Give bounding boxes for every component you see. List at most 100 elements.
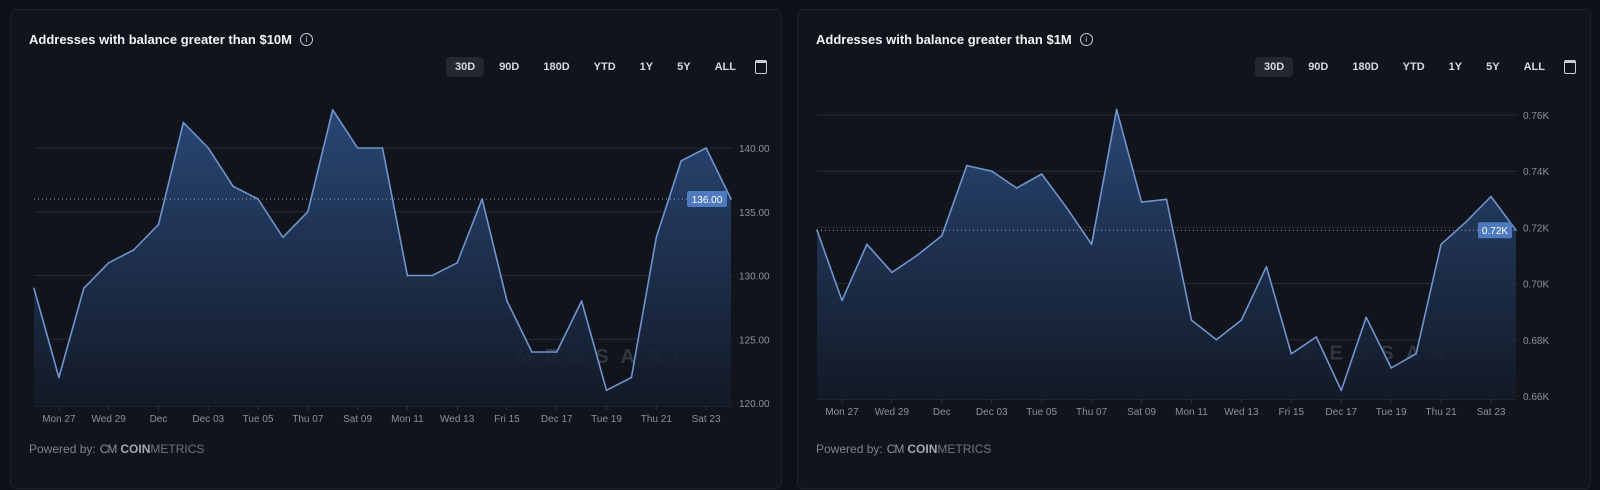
data-point bbox=[1015, 187, 1018, 189]
range-button-90d[interactable]: 90D bbox=[499, 61, 520, 73]
last-value-badge bbox=[687, 191, 727, 207]
chart-card-10m: Addresses with balance greater than $10M… bbox=[10, 9, 782, 489]
range-button-5y[interactable]: 5Y bbox=[677, 61, 691, 73]
x-tick-label: Fri 15 bbox=[494, 414, 520, 425]
calendar-icon[interactable] bbox=[755, 60, 767, 74]
coinmetrics-logo-icon: CM bbox=[886, 442, 905, 456]
x-tick-label: Sat 23 bbox=[1477, 407, 1506, 418]
y-tick-label: 135.00 bbox=[739, 208, 770, 219]
range-button-90d[interactable]: 90D bbox=[1308, 61, 1329, 73]
data-point bbox=[1140, 201, 1143, 203]
data-point bbox=[406, 274, 409, 277]
data-point bbox=[1115, 108, 1118, 111]
data-point bbox=[1240, 319, 1243, 321]
range-button-30d[interactable]: 30D bbox=[1255, 57, 1294, 77]
data-point bbox=[531, 351, 533, 353]
y-tick-label: 130.00 bbox=[739, 272, 770, 283]
chart-title: Addresses with balance greater than $1M … bbox=[816, 32, 1093, 47]
x-tick-label: Mon 27 bbox=[825, 407, 859, 418]
y-tick-label: 0.68K bbox=[1523, 336, 1549, 347]
area-chart: 0.66K 0.68K 0.70K 0.72K 0.74K 0.76K Mon 27 Wed … bbox=[816, 108, 1549, 418]
range-selector: 30D 90D 180D YTD 1Y 5Y ALL bbox=[1255, 57, 1576, 77]
range-button-all[interactable]: ALL bbox=[1523, 61, 1545, 73]
y-tick-label: 0.66K bbox=[1523, 392, 1549, 403]
data-point bbox=[1265, 265, 1268, 268]
data-point bbox=[381, 147, 384, 149]
range-button-ytd[interactable]: YTD bbox=[1402, 61, 1425, 73]
y-tick-label: 0.70K bbox=[1523, 280, 1549, 291]
data-point bbox=[282, 236, 284, 239]
x-tick-label: Thu 21 bbox=[641, 414, 673, 425]
range-button-180d[interactable]: 180D bbox=[1352, 61, 1379, 73]
y-tick-label: 125.00 bbox=[739, 335, 770, 346]
coinmetrics-logo-icon: CM bbox=[99, 442, 118, 456]
data-point bbox=[1190, 319, 1193, 321]
data-point bbox=[307, 210, 309, 213]
y-tick-label: 140.00 bbox=[739, 144, 770, 155]
data-point bbox=[1290, 353, 1293, 355]
data-point bbox=[506, 300, 508, 302]
area-chart: 120.00 125.00 130.00 135.00 140.00 Mon 27 Wed … bbox=[33, 108, 770, 425]
chart-title: Addresses with balance greater than $10M… bbox=[29, 32, 313, 47]
powered-by-label: Powered by: bbox=[816, 442, 883, 456]
data-point bbox=[655, 236, 658, 239]
range-button-1y[interactable]: 1Y bbox=[1448, 61, 1463, 73]
powered-by: Powered by: CM COINMETRICS bbox=[29, 442, 204, 456]
x-tick-label: Dec 03 bbox=[976, 407, 1008, 418]
range-button-30d[interactable]: 30D bbox=[446, 57, 485, 77]
data-point bbox=[555, 351, 558, 353]
data-point bbox=[1515, 229, 1517, 232]
data-point bbox=[107, 261, 110, 264]
data-point bbox=[630, 376, 633, 379]
x-tick-label: Mon 11 bbox=[1175, 407, 1208, 418]
range-button-1y[interactable]: 1Y bbox=[639, 61, 654, 73]
x-tick-label: Tue 19 bbox=[591, 414, 622, 425]
data-point bbox=[232, 185, 234, 188]
data-point bbox=[33, 287, 35, 290]
x-tick-label: Wed 13 bbox=[440, 414, 475, 425]
data-point bbox=[1315, 336, 1318, 338]
data-point bbox=[82, 287, 85, 290]
range-button-5y[interactable]: 5Y bbox=[1486, 61, 1500, 73]
info-circle-icon[interactable]: i bbox=[1079, 33, 1093, 46]
data-point bbox=[157, 223, 160, 226]
chart-title-text: Addresses with balance greater than $10M bbox=[29, 32, 292, 47]
brand-bold: COIN bbox=[120, 442, 151, 456]
x-tick-label: Sat 23 bbox=[692, 414, 721, 425]
range-button-all[interactable]: ALL bbox=[714, 61, 736, 73]
data-point bbox=[207, 147, 210, 149]
data-point bbox=[580, 300, 583, 302]
brand-light: METRICS bbox=[937, 442, 992, 456]
data-point bbox=[331, 108, 334, 111]
x-tick-label: Tue 05 bbox=[243, 414, 274, 425]
info-circle-icon[interactable]: i bbox=[299, 33, 313, 46]
x-tick-label: Dec 17 bbox=[541, 414, 573, 425]
brand-light: METRICS bbox=[150, 442, 205, 456]
calendar-icon[interactable] bbox=[1564, 60, 1576, 74]
range-button-ytd[interactable]: YTD bbox=[593, 61, 616, 73]
data-point bbox=[132, 249, 135, 251]
y-tick-label: 120.00 bbox=[739, 399, 770, 410]
data-point bbox=[705, 147, 707, 149]
data-point bbox=[431, 274, 434, 277]
data-point bbox=[1490, 195, 1492, 198]
data-point bbox=[841, 299, 843, 302]
x-tick-label: Fri 15 bbox=[1279, 407, 1305, 418]
data-point bbox=[990, 170, 993, 172]
range-button-180d[interactable]: 180D bbox=[543, 61, 570, 73]
x-tick-label: Thu 21 bbox=[1426, 407, 1458, 418]
x-tick-label: Dec bbox=[933, 407, 951, 418]
chart-title-text: Addresses with balance greater than $1M bbox=[816, 32, 1072, 47]
area-fill bbox=[34, 109, 731, 407]
data-point bbox=[1415, 353, 1417, 355]
powered-by: Powered by: CM COINMETRICS bbox=[816, 442, 991, 456]
data-point bbox=[1440, 243, 1442, 246]
data-point bbox=[680, 159, 683, 162]
x-tick-label: Wed 13 bbox=[1224, 407, 1259, 418]
x-tick-label: Sat 09 bbox=[1127, 407, 1156, 418]
data-point bbox=[1040, 173, 1043, 175]
data-point bbox=[941, 235, 943, 237]
data-point bbox=[356, 147, 359, 149]
data-point bbox=[182, 121, 185, 124]
x-tick-label: Wed 29 bbox=[92, 414, 127, 425]
